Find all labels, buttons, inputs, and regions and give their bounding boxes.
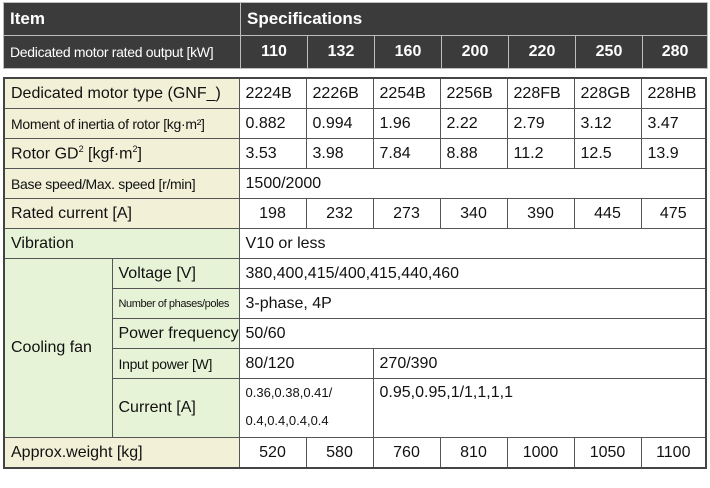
inertia-value: 2.22: [439, 108, 508, 139]
specifications-header: Specifications: [239, 2, 709, 36]
row-motor-type: Dedicated motor type (GNF_) 2224B 2226B …: [3, 77, 707, 109]
output-value: 132: [307, 35, 375, 69]
output-value: 280: [641, 35, 709, 69]
motor-type-value: 2256B: [439, 77, 508, 109]
header-row-titles: Item Specifications: [3, 2, 709, 36]
gd2-label-pre: Rotor GD: [11, 145, 79, 163]
fan-current-value-b: 0.95,0.95,1/1,1,1,1: [372, 378, 707, 438]
output-value: 160: [374, 35, 442, 69]
fan-voltage-label: Voltage [V]: [111, 258, 240, 289]
weight-value: 580: [305, 437, 374, 469]
row-fan-input-power: Input power [W] 80/120 270/390: [4, 348, 707, 379]
fan-frequency-label: Power frequency: [111, 318, 240, 349]
item-header: Item: [3, 2, 241, 36]
fan-current-value-a: 0.36,0.38,0.41/0.4,0.4,0.4,0.4: [238, 378, 374, 438]
output-value: 220: [508, 35, 576, 69]
vibration-value: V10 or less: [238, 228, 707, 259]
output-value: 110: [240, 35, 308, 69]
weight-value: 1100: [640, 437, 707, 469]
gd2-value: 7.84: [372, 138, 441, 169]
row-gd2: Rotor GD2 [kgf·m2] 3.53 3.98 7.84 8.88 1…: [3, 138, 707, 169]
inertia-value: 3.12: [573, 108, 642, 139]
inertia-value: 0.994: [305, 108, 374, 139]
gd2-value: 3.53: [238, 138, 307, 169]
weight-value: 1000: [506, 437, 575, 469]
rated-output-label: Dedicated motor rated output [kW]: [3, 35, 241, 69]
fan-phases-label: Number of phases/poles: [111, 288, 240, 319]
inertia-value: 1.96: [372, 108, 441, 139]
fan-frequency-value: 50/60: [238, 318, 707, 349]
row-inertia: Moment of inertia of rotor [kg·m²] 0.882…: [3, 108, 707, 139]
fan-current-label: Current [A]: [111, 378, 240, 438]
fan-input-power-value-b: 270/390: [372, 348, 707, 379]
fan-current-value-a-line1: 0.36,0.38,0.41/: [245, 385, 333, 400]
gd2-label-mid: [kgf·m: [83, 145, 133, 163]
header-row-outputs: Dedicated motor rated output [kW] 110 13…: [3, 35, 709, 69]
gd2-label: Rotor GD2 [kgf·m2]: [3, 138, 240, 169]
motor-type-value: 2224B: [238, 77, 307, 109]
fan-input-power-label: Input power [W]: [111, 348, 240, 379]
cooling-fan-label: Cooling fan: [3, 258, 113, 438]
rated-current-value: 198: [238, 198, 307, 229]
rated-current-value: 390: [506, 198, 575, 229]
fan-voltage-value: 380,400,415/400,415,440,460: [238, 258, 707, 289]
output-value: 200: [441, 35, 509, 69]
output-value: 250: [575, 35, 643, 69]
fan-input-power-value-a: 80/120: [238, 348, 374, 379]
gd2-label-sup: 2: [78, 143, 84, 154]
weight-value: 1050: [573, 437, 642, 469]
motor-type-value: 228GB: [573, 77, 642, 109]
motor-type-value: 228FB: [506, 77, 575, 109]
inertia-value: 2.79: [506, 108, 575, 139]
gd2-value: 11.2: [506, 138, 575, 169]
fan-current-value-a-line2: 0.4,0.4,0.4,0.4: [245, 413, 329, 428]
row-weight: Approx.weight [kg] 520 580 760 810 1000 …: [3, 437, 707, 469]
gd2-value: 12.5: [573, 138, 642, 169]
motor-type-value: 2226B: [305, 77, 374, 109]
row-fan-voltage: Cooling fan Voltage [V] 380,400,415/400,…: [3, 258, 707, 438]
inertia-value: 3.47: [640, 108, 707, 139]
row-fan-current: Current [A] 0.36,0.38,0.41/0.4,0.4,0.4,0…: [4, 378, 707, 438]
rated-current-value: 340: [439, 198, 508, 229]
spec-table-body: Dedicated motor type (GNF_) 2224B 2226B …: [3, 77, 708, 469]
rated-current-value: 445: [573, 198, 642, 229]
gd2-value: 3.98: [305, 138, 374, 169]
rated-current-value: 273: [372, 198, 441, 229]
motor-type-value: 228HB: [640, 77, 707, 109]
speed-value: 1500/2000: [238, 168, 707, 199]
row-speed: Base speed/Max. speed [r/min] 1500/2000: [3, 168, 707, 199]
row-rated-current: Rated current [A] 198 232 273 340 390 44…: [3, 198, 707, 229]
row-vibration: Vibration V10 or less: [3, 228, 707, 259]
rated-current-label: Rated current [A]: [3, 198, 240, 229]
inertia-value: 0.882: [238, 108, 307, 139]
gd2-label-post: ]: [137, 145, 142, 163]
weight-value: 760: [372, 437, 441, 469]
spec-table-header: Item Specifications Dedicated motor rate…: [3, 2, 709, 69]
row-fan-frequency: Power frequency 50/60: [4, 318, 707, 349]
motor-type-label: Dedicated motor type (GNF_): [3, 77, 240, 109]
fan-phases-value: 3-phase, 4P: [238, 288, 707, 319]
motor-type-value: 2254B: [372, 77, 441, 109]
rated-current-value: 232: [305, 198, 374, 229]
gd2-value: 8.88: [439, 138, 508, 169]
weight-value: 520: [238, 437, 307, 469]
gd2-value: 13.9: [640, 138, 707, 169]
speed-label: Base speed/Max. speed [r/min]: [3, 168, 240, 199]
inertia-label: Moment of inertia of rotor [kg·m²]: [3, 108, 240, 139]
gd2-label-sup2: 2: [132, 143, 138, 154]
weight-value: 810: [439, 437, 508, 469]
weight-label: Approx.weight [kg]: [3, 437, 240, 469]
rated-current-value: 475: [640, 198, 707, 229]
vibration-label: Vibration: [3, 228, 240, 259]
